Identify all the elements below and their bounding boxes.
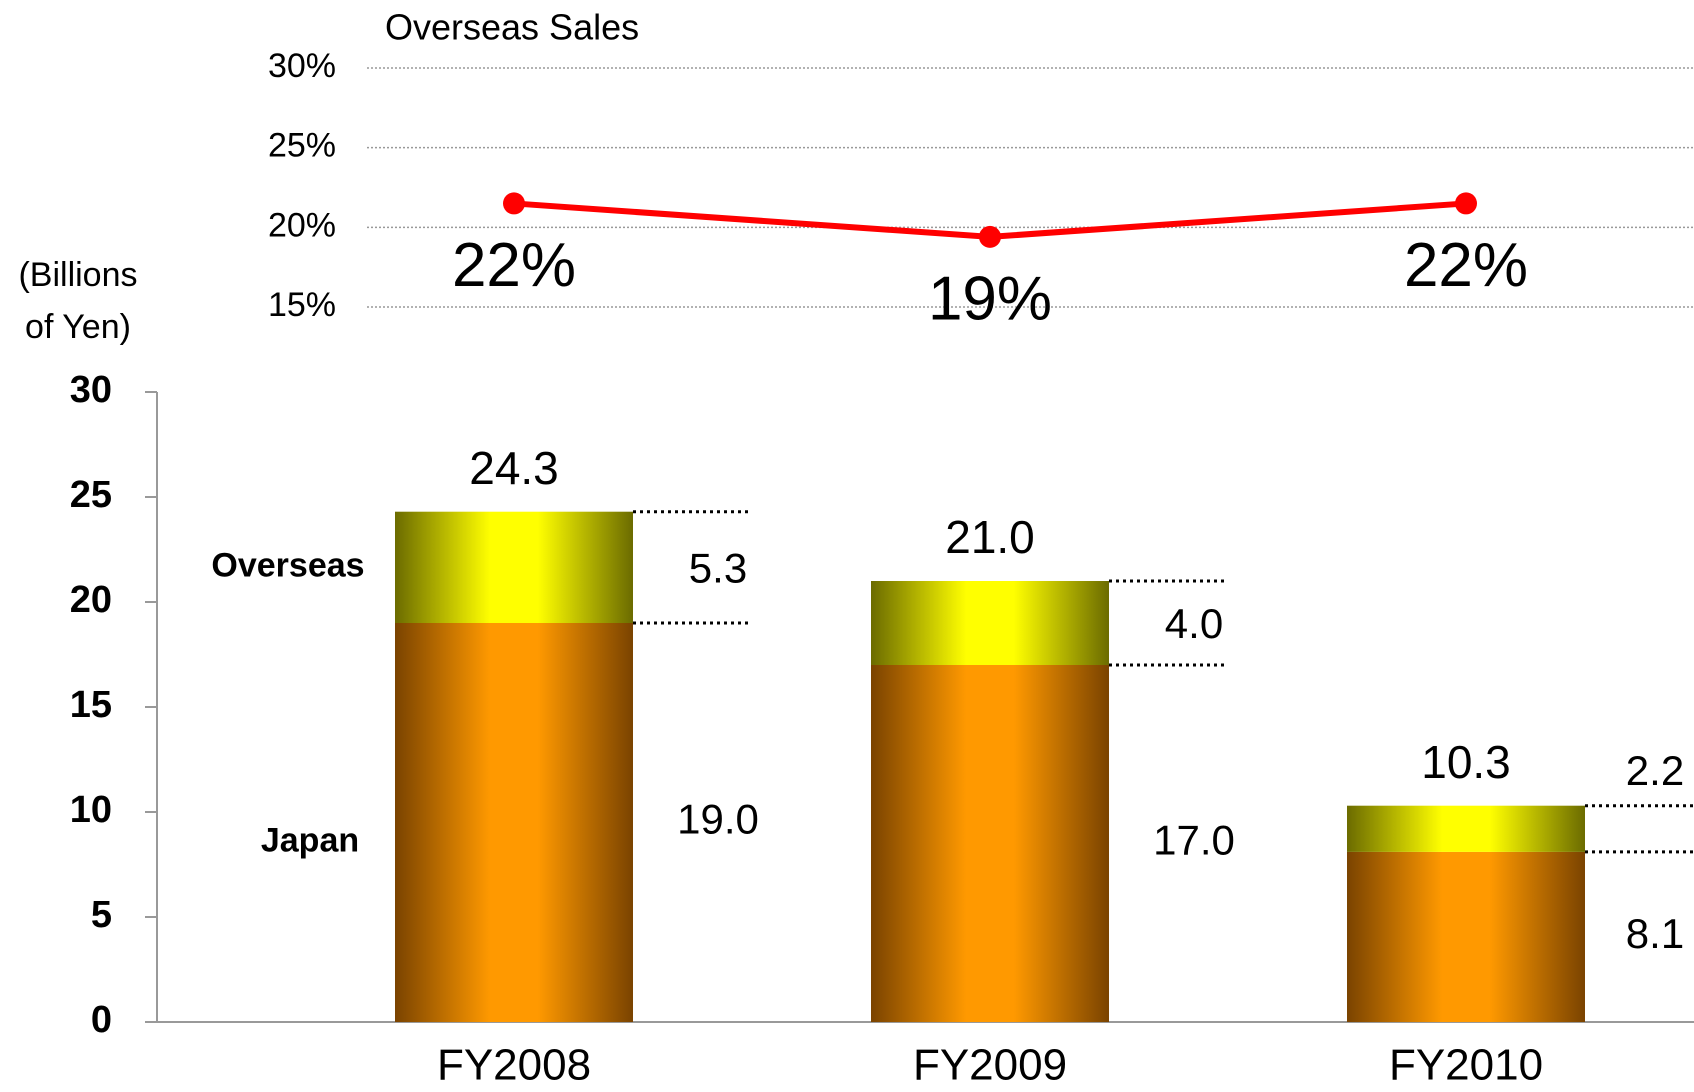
x-tick-label: FY2008 (437, 1041, 591, 1090)
y-axis-label: (Billions (18, 256, 137, 294)
point (503, 192, 525, 215)
data-label: 22% (1404, 231, 1528, 300)
series-label: Overseas (211, 546, 364, 584)
y-tick-label: 15 (70, 684, 112, 726)
data-label: 5.3 (689, 544, 747, 591)
y-tick-label: 25 (70, 474, 112, 516)
data-label: 17.0 (1153, 817, 1235, 864)
series-label: Japan (261, 821, 359, 859)
bar-segment (395, 511, 633, 623)
x-tick-label: FY2010 (1389, 1041, 1543, 1090)
y-tick-label: 5 (91, 894, 112, 936)
bar-segment (1347, 805, 1585, 852)
y-tick-label: 25% (268, 127, 336, 165)
total-label: 10.3 (1421, 736, 1511, 788)
y-tick-label: 20% (268, 206, 336, 244)
data-label: 8.1 (1626, 910, 1684, 957)
y-tick-label: 15% (268, 286, 336, 324)
data-label: 2.2 (1626, 747, 1684, 794)
point (979, 225, 1001, 248)
data-label: 19% (928, 264, 1052, 333)
line-title: Overseas Sales (385, 7, 639, 48)
total-label: 24.3 (469, 442, 559, 494)
y-tick-label: 0 (91, 999, 112, 1041)
data-label: 19.0 (677, 796, 759, 843)
bar-segment (871, 665, 1109, 1022)
y-axis-label: of Yen) (25, 308, 131, 346)
y-tick-label: 10 (70, 789, 112, 831)
bar-segment (871, 581, 1109, 665)
y-tick-label: 30 (70, 369, 112, 411)
y-tick-label: 30% (268, 47, 336, 85)
point (1455, 192, 1477, 215)
y-tick-label: 20 (70, 579, 112, 621)
data-label: 4.0 (1165, 600, 1223, 647)
bar-segment (1347, 851, 1585, 1022)
bar-segment (395, 623, 633, 1022)
total-label: 21.0 (945, 511, 1035, 563)
data-label: 22% (452, 231, 576, 300)
x-tick-label: FY2009 (913, 1041, 1067, 1090)
